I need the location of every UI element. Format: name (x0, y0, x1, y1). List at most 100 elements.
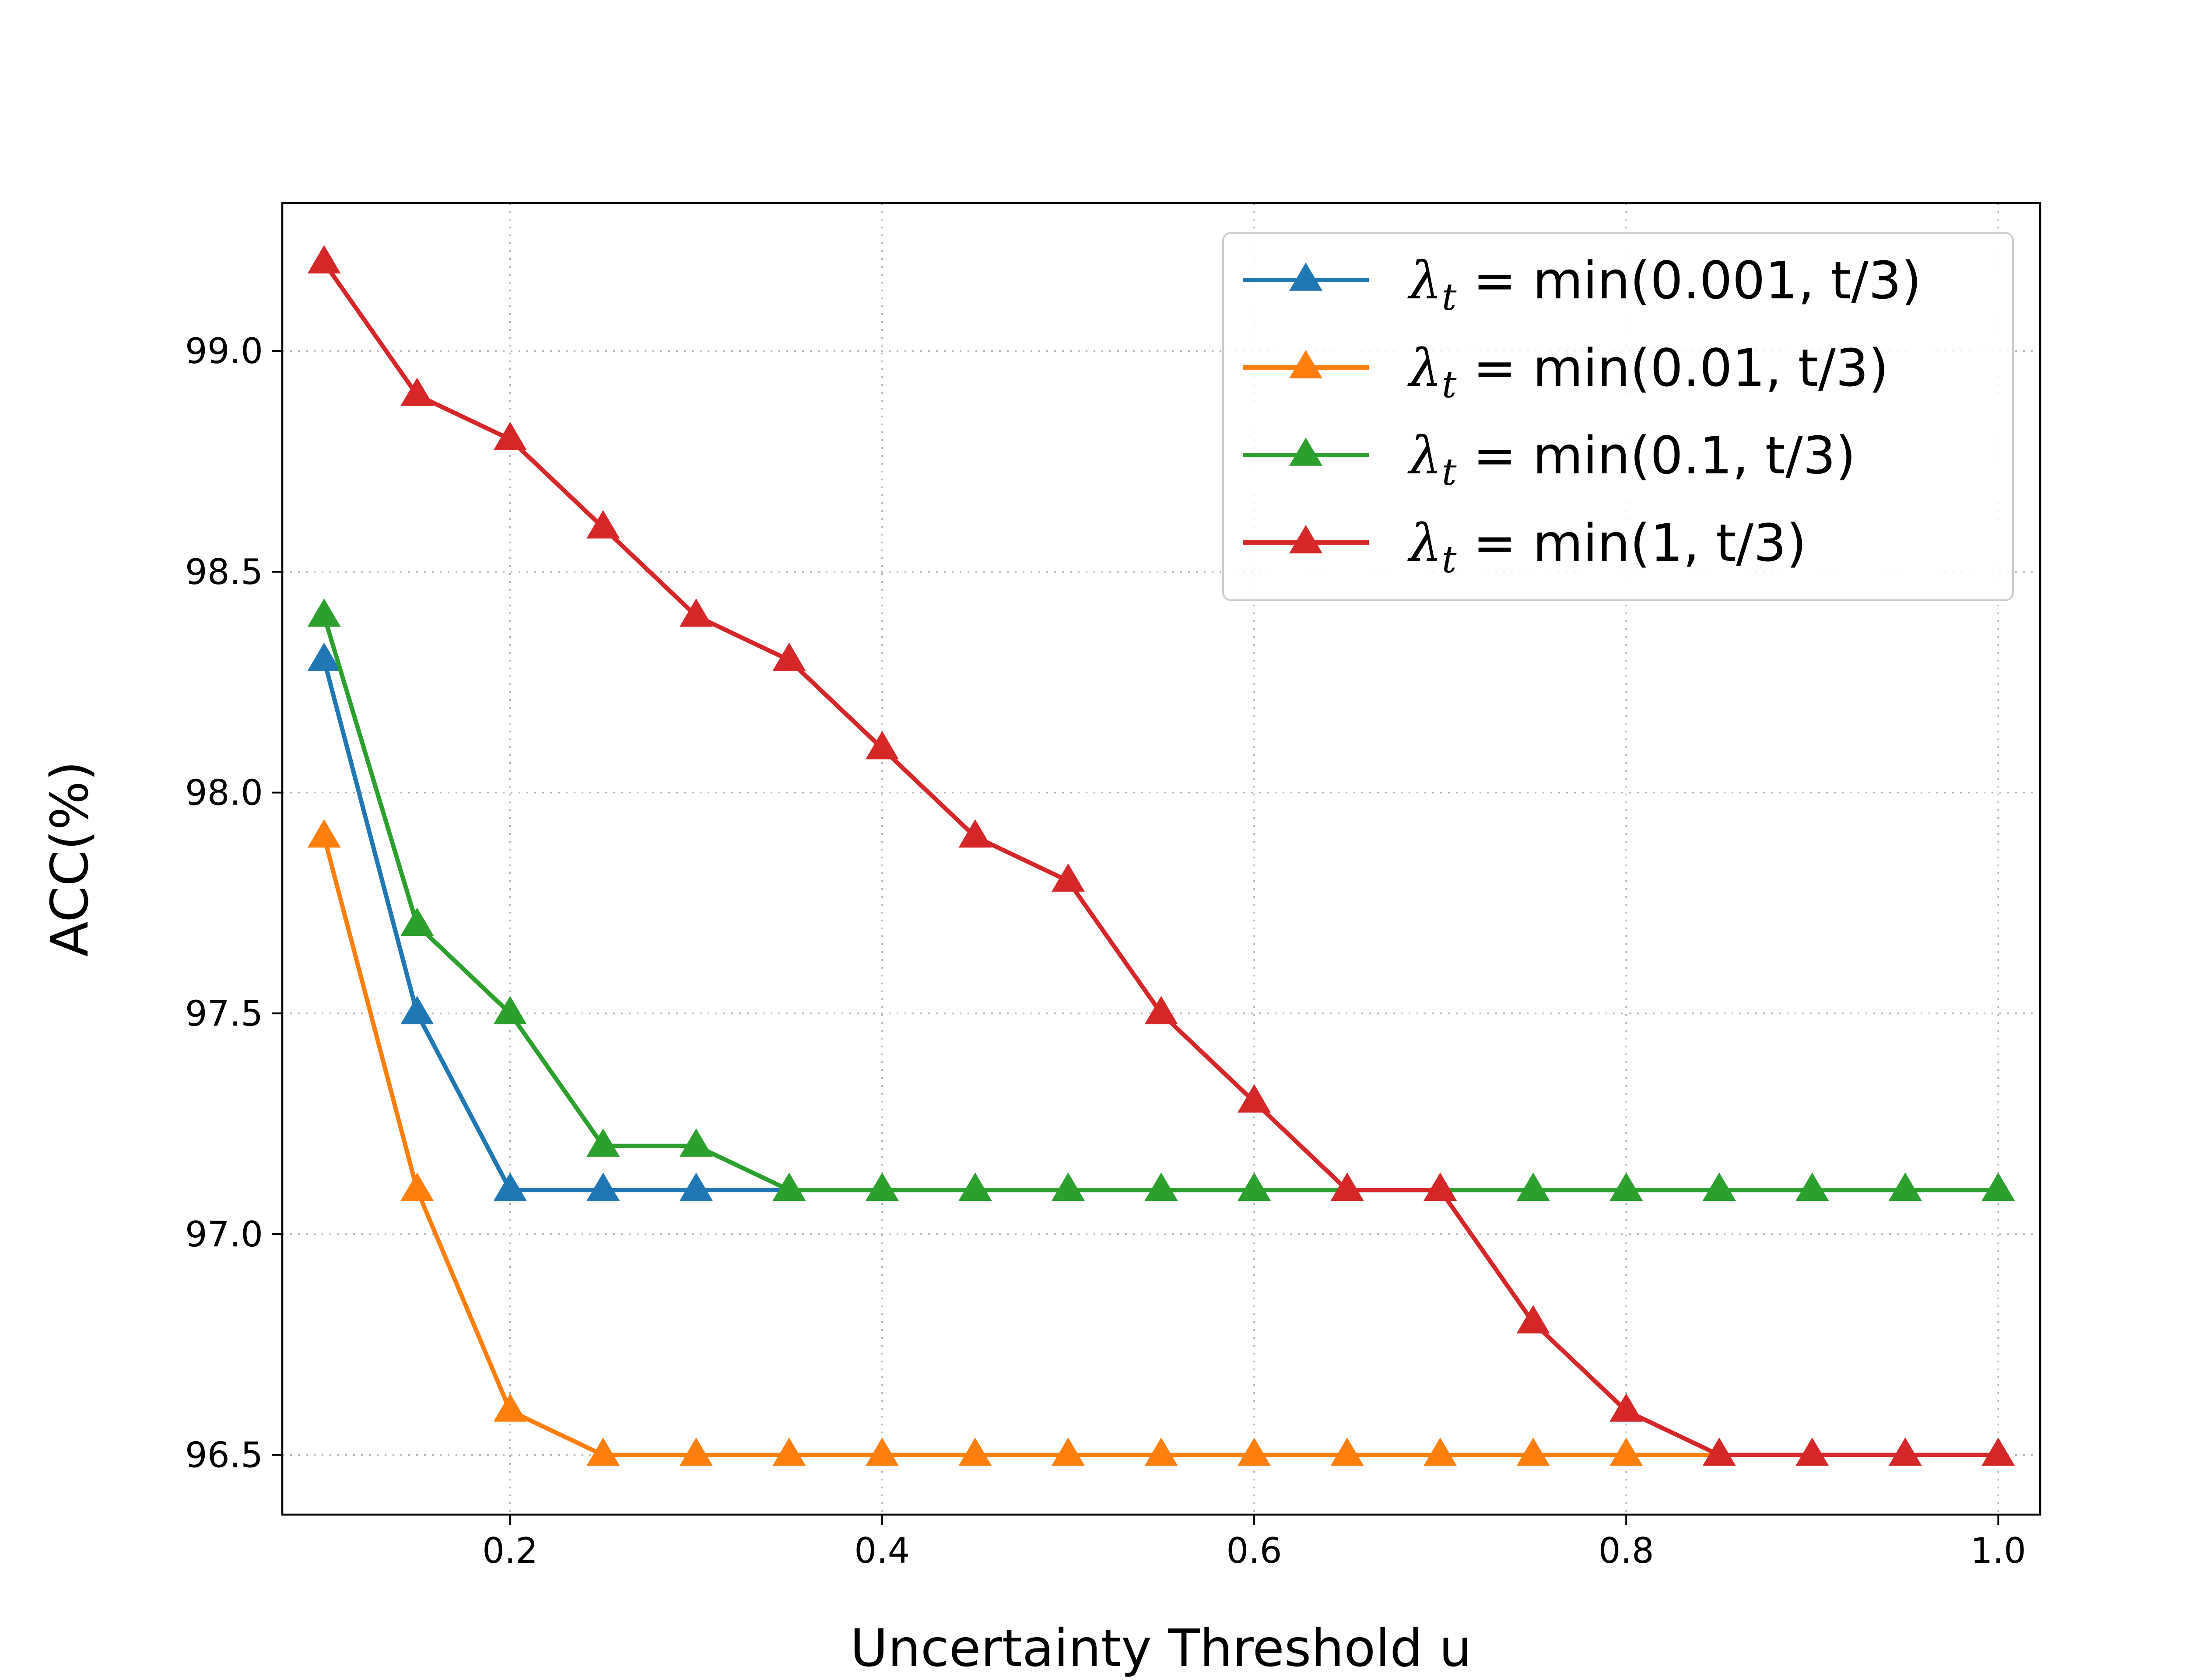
data-point (1424, 1172, 1457, 1201)
data-point (1702, 1437, 1736, 1466)
legend-item-1: λt = min(0.01, t/3) (1243, 338, 1889, 406)
data-point (1051, 863, 1085, 892)
data-point (1051, 1172, 1085, 1201)
data-point (679, 598, 713, 627)
legend-marker (1289, 525, 1322, 553)
data-point (1516, 1437, 1550, 1466)
legend-marker (1289, 350, 1322, 378)
data-point (1609, 1437, 1643, 1466)
y-tick-label: 97.0 (185, 1214, 263, 1255)
data-point (1981, 1172, 2015, 1201)
data-point (958, 819, 992, 848)
legend-symbol: λ (1407, 338, 1442, 398)
data-point (1981, 1437, 2015, 1466)
y-tick-label: 99.0 (185, 331, 263, 371)
data-point (307, 598, 341, 627)
x-tick-label: 0.2 (482, 1530, 538, 1571)
data-point (772, 1172, 806, 1201)
y-tick-label: 98.0 (185, 773, 263, 813)
data-point (958, 1437, 992, 1466)
data-point (307, 642, 341, 671)
axis-ticks: 0.2 0.4 0.6 0.8 1.0 96.5 97.0 97.5 98.0 98.5 99.0 (185, 331, 2026, 1571)
data-point (1424, 1437, 1457, 1466)
legend-symbol: λ (1407, 250, 1442, 311)
x-axis-label: Uncertainty Threshold u (850, 1618, 1472, 1678)
x-tick-label: 0.6 (1226, 1530, 1282, 1571)
data-point (772, 642, 806, 671)
data-point (1795, 1437, 1829, 1466)
data-point (1144, 1437, 1178, 1466)
y-axis-label: ACC(%) (39, 761, 100, 957)
data-point (679, 1437, 713, 1466)
data-point (1238, 1437, 1271, 1466)
data-point (586, 510, 620, 539)
data-point (493, 996, 527, 1025)
data-point (1238, 1084, 1271, 1113)
data-point (493, 422, 527, 450)
x-tick-label: 0.4 (854, 1530, 910, 1571)
legend-label: λt = min(1, t/3) (1407, 513, 1806, 581)
legend-expression: = min(1, t/3) (1457, 513, 1807, 573)
legend-item-3: λt = min(1, t/3) (1243, 513, 1806, 581)
data-point (865, 1172, 899, 1201)
legend-expression: = min(0.01, t/3) (1457, 338, 1889, 398)
data-point (586, 1437, 620, 1466)
legend-symbol: λ (1407, 513, 1442, 573)
data-point (772, 1437, 806, 1466)
legend-item-2: λt = min(0.1, t/3) (1243, 425, 1856, 494)
legend-expression: = min(0.001, t/3) (1457, 250, 1922, 311)
data-point (1888, 1437, 1922, 1466)
data-point (1609, 1172, 1643, 1201)
data-point (1051, 1437, 1085, 1466)
data-point (1609, 1393, 1643, 1422)
x-tick-label: 1.0 (1971, 1530, 2026, 1571)
legend-expression: = min(0.1, t/3) (1457, 425, 1856, 486)
data-point (400, 378, 434, 406)
data-point (586, 1172, 620, 1201)
grid-lines (282, 203, 2040, 1515)
data-point (1238, 1172, 1271, 1201)
legend-label: λt = min(0.01, t/3) (1407, 338, 1889, 406)
data-point (865, 731, 899, 760)
legend-label: λt = min(0.1, t/3) (1407, 425, 1856, 494)
data-point (307, 819, 341, 848)
data-point (1330, 1172, 1364, 1201)
data-point (493, 1393, 527, 1422)
data-point (493, 1172, 527, 1201)
legend-subscript: t (1442, 451, 1457, 494)
legend-subscript: t (1442, 363, 1457, 406)
data-point (400, 996, 434, 1025)
legend-frame (1222, 232, 2014, 601)
data-point (1516, 1172, 1550, 1201)
data-point (679, 1128, 713, 1157)
data-point (1888, 1172, 1922, 1201)
data-point (1516, 1305, 1550, 1334)
y-tick-label: 98.5 (185, 552, 263, 592)
plot-frame (281, 202, 2041, 1516)
data-point (400, 1172, 434, 1201)
legend-item-0: λt = min(0.001, t/3) (1243, 250, 1922, 318)
data-point (1144, 996, 1178, 1025)
data-point (865, 1437, 899, 1466)
y-tick-label: 96.5 (185, 1435, 263, 1476)
series-layer (307, 245, 2015, 1466)
legend: λt = min(0.001, t/3)λt = min(0.01, t/3)λ… (1222, 232, 2014, 601)
data-point (679, 1172, 713, 1201)
legend-subscript: t (1442, 538, 1457, 581)
y-tick-label: 97.5 (185, 993, 263, 1034)
legend-marker (1289, 438, 1322, 466)
data-point (400, 907, 434, 936)
data-point (1144, 1172, 1178, 1201)
data-point (1330, 1437, 1364, 1466)
series-3 (307, 245, 2015, 1466)
data-point (1702, 1172, 1736, 1201)
data-point (958, 1172, 992, 1201)
legend-symbol: λ (1407, 425, 1442, 486)
legend-marker (1289, 262, 1322, 291)
x-tick-label: 0.8 (1599, 1530, 1654, 1571)
legend-subscript: t (1442, 276, 1457, 318)
data-point (307, 245, 341, 274)
data-point (586, 1128, 620, 1157)
legend-label: λt = min(0.001, t/3) (1407, 250, 1922, 318)
